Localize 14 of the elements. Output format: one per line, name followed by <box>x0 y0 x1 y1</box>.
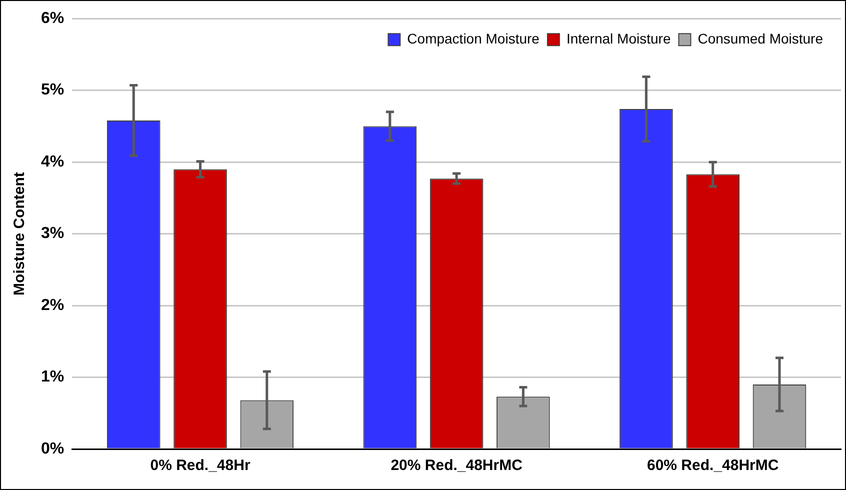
y-tick-label: 0% <box>41 440 64 458</box>
y-tick-label: 4% <box>41 153 64 170</box>
y-tick-label: 2% <box>41 296 64 314</box>
x-tick-label: 20% Red._48HrMC <box>390 457 523 474</box>
legend-label: Consumed Moisture <box>698 30 824 46</box>
y-tick-label: 3% <box>41 225 64 242</box>
legend-label: Compaction Moisture <box>407 30 540 46</box>
y-axis-title: Moisture Content <box>11 172 28 296</box>
y-tick-label: 1% <box>41 368 64 386</box>
y-tick-label: 5% <box>41 82 64 99</box>
x-tick-label: 0% Red._48Hr <box>150 457 250 474</box>
y-tick-label: 6% <box>41 10 64 28</box>
x-tick-label: 60% Red._48HrMC <box>646 457 779 474</box>
legend-label: Internal Moisture <box>566 30 671 46</box>
